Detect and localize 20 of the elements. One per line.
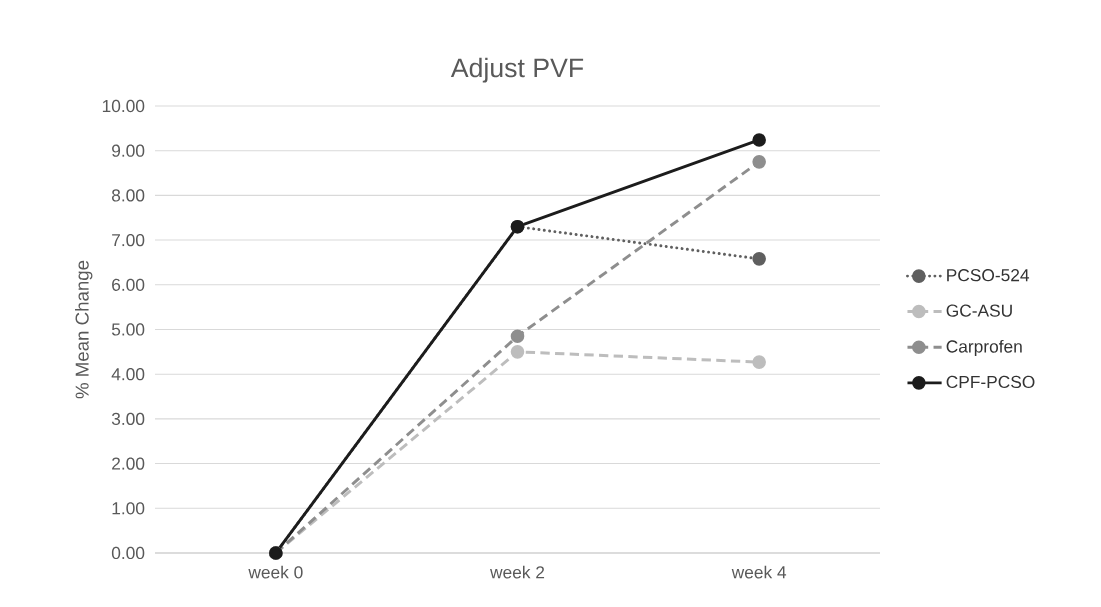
y-tick-label: 2.00: [112, 457, 145, 470]
legend-label: GC-ASU: [946, 304, 1012, 317]
y-tick-label: 3.00: [111, 412, 145, 426]
chart-title: Adjust PVF: [450, 57, 584, 83]
y-tick-label: 4.00: [111, 368, 145, 381]
x-tick-label: week 2: [490, 565, 545, 579]
y-tick-label: 9.00: [112, 144, 145, 157]
y-axis-title: % Mean Change: [75, 260, 93, 399]
legend-label: Carprofen: [946, 339, 1022, 357]
y-tick-label: 7.00: [112, 233, 145, 247]
x-tick-label: week 0: [248, 565, 303, 579]
y-tick-label: 10.00: [102, 99, 145, 113]
y-tick-label: 6.00: [112, 278, 145, 291]
y-tick-label: 8.00: [111, 189, 145, 202]
legend-label: PCSO-524: [947, 269, 1030, 282]
y-tick-label: 0.00: [111, 546, 145, 560]
y-tick-label: 5.00: [111, 323, 145, 336]
y-tick-label: 1.00: [112, 502, 145, 515]
legend-label: CPF-PCSO: [946, 375, 1035, 389]
x-tick-label: week 4: [731, 565, 787, 579]
